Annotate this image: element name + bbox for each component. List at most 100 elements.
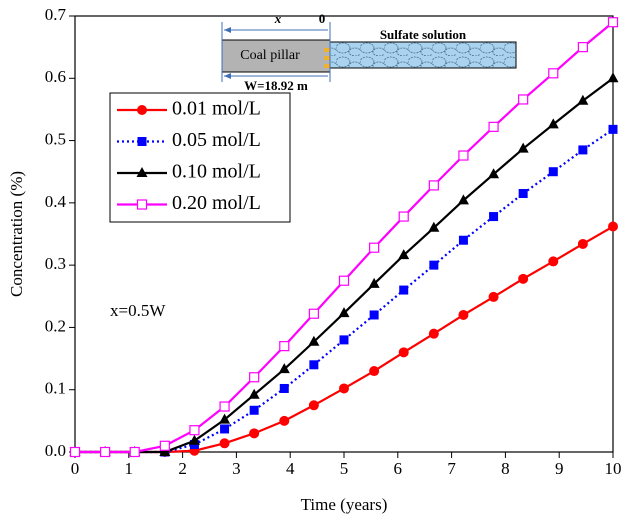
legend-label: 0.05 mol/L: [172, 129, 261, 151]
marker: [458, 150, 469, 161]
inset-text: Sulfate solution: [380, 27, 467, 42]
y-axis-title: Concentration (%): [7, 171, 26, 297]
y-tick-label: 0.0: [45, 441, 66, 460]
legend-marker: [136, 199, 148, 210]
marker: [159, 446, 171, 456]
marker: [279, 383, 289, 393]
marker: [219, 401, 230, 412]
y-tick-label: 0.1: [45, 379, 66, 398]
x-tick-label: 6: [394, 459, 403, 478]
series-line: [75, 128, 614, 454]
legend-marker: [137, 105, 147, 115]
x-tick-label: 1: [125, 459, 134, 478]
pillar-shape: [221, 39, 331, 73]
x-axis-title: Time (years): [301, 495, 388, 514]
x-tick-label: 5: [340, 459, 349, 478]
marker: [278, 363, 290, 374]
marker: [159, 440, 170, 451]
marker: [458, 309, 469, 320]
marker: [548, 68, 559, 79]
marker: [518, 94, 529, 105]
marker: [369, 366, 380, 377]
marker: [220, 424, 230, 434]
marker: [608, 124, 618, 134]
y-tick-label: 0.3: [45, 254, 66, 273]
marker: [518, 273, 529, 284]
y-tick-label: 0.7: [45, 5, 67, 24]
marker: [457, 194, 469, 205]
marker: [339, 383, 349, 394]
x-tick-label: 9: [555, 459, 564, 478]
marker: [428, 221, 440, 232]
marker: [369, 310, 379, 320]
legend-label: 0.01 mol/L: [172, 98, 261, 120]
marker: [547, 118, 559, 129]
x-tick-label: 0: [71, 459, 80, 478]
marker: [428, 180, 439, 191]
notch: [324, 64, 330, 68]
inset-text: Coal pillar: [240, 48, 300, 63]
marker: [338, 307, 350, 318]
marker: [398, 347, 409, 358]
legend-marker: [136, 167, 148, 177]
marker: [249, 372, 260, 383]
marker: [308, 335, 320, 346]
legend-box: [109, 92, 291, 223]
legend-label: 0.20 mol/L: [172, 192, 261, 214]
marker: [577, 238, 588, 249]
marker: [188, 434, 200, 445]
marker: [488, 291, 499, 302]
marker: [518, 189, 528, 199]
x-tick-label: 10: [605, 459, 622, 478]
x-tick-label: 3: [232, 459, 241, 478]
marker: [398, 249, 410, 260]
marker: [489, 212, 499, 222]
inset-text: x: [274, 11, 282, 26]
annotation: x=0.5W: [110, 301, 166, 320]
marker: [129, 446, 140, 458]
marker: [398, 211, 409, 222]
marker: [429, 260, 439, 270]
y-tick-label: 0.4: [45, 192, 67, 211]
y-tick-label: 0.2: [45, 316, 66, 335]
legend-marker: [137, 137, 147, 146]
notch: [324, 56, 330, 60]
marker: [308, 400, 319, 411]
marker: [279, 415, 290, 426]
marker: [517, 142, 529, 153]
marker: [339, 335, 349, 345]
marker: [100, 446, 111, 458]
marker: [219, 413, 231, 424]
x-tick-label: 4: [286, 459, 295, 478]
marker: [189, 425, 200, 436]
marker: [488, 168, 500, 179]
marker: [458, 235, 468, 245]
marker: [249, 428, 260, 439]
inset: x 0 Coal pillar Sulfate solution W=18.92…: [221, 11, 517, 93]
marker: [488, 121, 499, 132]
y-tick-label: 0.6: [45, 67, 66, 86]
marker: [428, 328, 439, 339]
marker: [279, 341, 290, 352]
solution-shape: [329, 41, 517, 69]
inset-text: 0: [319, 11, 326, 26]
marker: [578, 145, 588, 155]
marker: [368, 277, 380, 288]
marker: [607, 17, 619, 28]
marker: [248, 388, 260, 399]
notch: [324, 48, 330, 52]
y-tick-label: 0.5: [45, 129, 66, 148]
marker: [69, 446, 81, 458]
marker: [577, 94, 589, 105]
series-line: [75, 77, 614, 454]
x-tick-label: 2: [178, 459, 187, 478]
marker: [219, 438, 230, 449]
x-tick-label: 8: [501, 459, 510, 478]
marker: [309, 360, 319, 370]
marker: [548, 256, 559, 267]
marker: [338, 275, 350, 286]
marker: [399, 285, 409, 295]
legend-label: 0.10 mol/L: [172, 161, 261, 183]
marker: [249, 405, 259, 415]
